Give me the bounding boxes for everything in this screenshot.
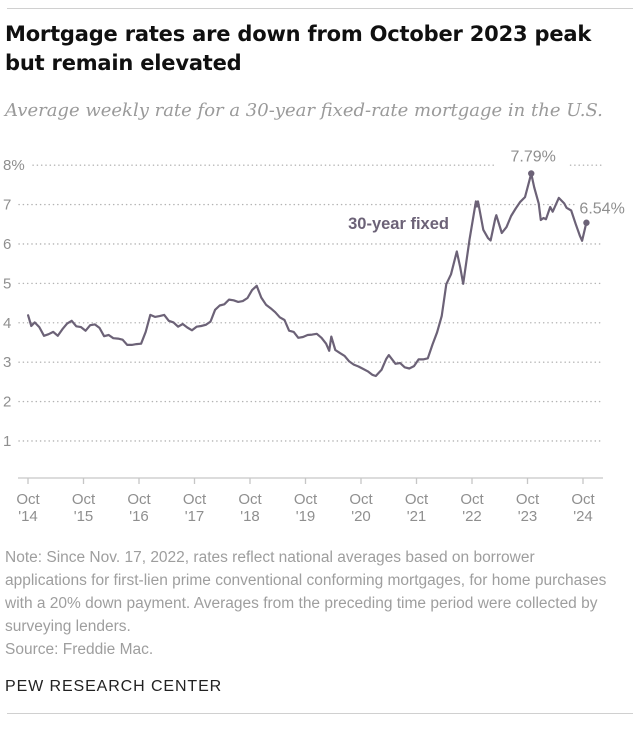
x-axis-tick-label: Oct [16,491,40,508]
y-axis-tick-label: 6 [3,236,11,253]
x-axis-tick-label: Oct [516,491,540,508]
y-axis-tick-label: 8% [3,157,25,174]
x-axis-tick-label: Oct [238,491,262,508]
chart-title: Mortgage rates are down from October 202… [5,22,592,75]
peak-dot [528,170,535,177]
x-axis-tick-label: '21 [407,508,427,525]
y-axis-tick-label: 4 [3,315,11,332]
y-axis-tick-label: 1 [3,433,11,450]
top-divider [7,8,633,9]
label-background [576,198,640,219]
y-axis-tick-label: 7 [3,197,11,214]
x-axis-tick-label: Oct [405,491,429,508]
end-dot [583,219,590,226]
latest-value-label: 6.54% [579,201,624,218]
x-axis-tick-label: Oct [460,491,484,508]
x-axis-tick-label: '23 [518,508,538,525]
series-annotation: 30-year fixed [348,215,449,233]
x-axis-tick-label: Oct [294,491,318,508]
chart-source: Source: Freddie Mac. [5,641,154,658]
x-axis-tick-label: '15 [74,508,94,525]
x-axis-tick-label: Oct [72,491,96,508]
x-axis-tick-label: Oct [127,491,151,508]
x-axis-tick-label: '14 [18,508,38,525]
y-axis-tick-label: 5 [3,275,11,292]
mortgage-rate-line-chart: 8%7654321Oct'14Oct'15Oct'16Oct'17Oct'18O… [3,146,640,525]
x-axis-tick-label: '24 [573,508,593,525]
x-axis-tick-label: '17 [185,508,205,525]
y-axis-tick-label: 2 [3,394,11,411]
x-axis-tick-label: '22 [462,508,482,525]
peak-value-label: 7.79% [511,148,556,165]
label-background [494,146,570,167]
rate-line [27,172,588,378]
x-axis-tick-label: '16 [129,508,149,525]
chart-note: Note: Since Nov. 17, 2022, rates reflect… [5,549,607,635]
x-axis-tick-label: '20 [351,508,371,525]
x-axis-tick-label: '19 [296,508,316,525]
x-axis-tick-label: Oct [183,491,207,508]
chart-subtitle: Average weekly rate for a 30-year fixed-… [5,100,603,121]
y-axis-tick-label: 3 [3,354,11,371]
pew-footer-wordmark: PEW RESEARCH CENTER [5,678,223,695]
x-axis-tick-label: Oct [349,491,373,508]
x-axis-tick-label: Oct [571,491,595,508]
x-axis-tick-label: '18 [240,508,260,525]
bottom-divider [7,713,633,714]
